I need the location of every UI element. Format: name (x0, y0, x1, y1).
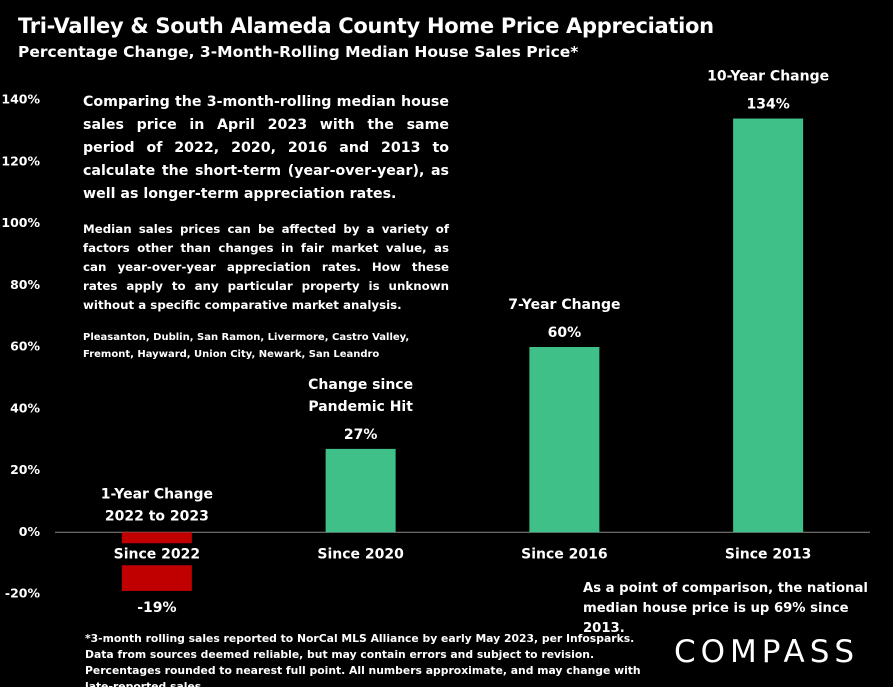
cities-text: Pleasanton, Dublin, San Ramon, Livermore… (83, 332, 410, 360)
value-label: 134% (746, 97, 789, 113)
comparison-note: As a point of comparison, the national m… (583, 581, 868, 636)
chart-title: Tri-Valley & South Alameda County Home P… (18, 14, 714, 38)
y-tick-label: 40% (10, 400, 40, 415)
y-tick-label: 0% (19, 524, 41, 539)
bar-heading: Pandemic Hit (308, 399, 413, 415)
bar-heading: 2022 to 2023 (105, 508, 209, 524)
y-tick-label: 100% (1, 215, 40, 230)
value-label: 27% (344, 427, 378, 443)
bar-heading: 7-Year Change (508, 297, 620, 313)
footnote: *3-month rolling sales reported to NorCa… (85, 632, 641, 687)
bar-heading: 1-Year Change (101, 486, 213, 502)
y-tick-label: 80% (10, 277, 40, 292)
caveat-text: Median sales prices can be affected by a… (83, 222, 449, 312)
bar (733, 118, 804, 533)
y-tick-label: 120% (1, 153, 40, 168)
y-tick-label: 140% (1, 92, 40, 107)
bar (325, 448, 396, 533)
x-tick-label: Since 2020 (317, 546, 404, 562)
value-label: 60% (548, 325, 582, 341)
value-label: -19% (137, 600, 176, 616)
y-tick-label: -20% (5, 586, 41, 601)
bar (529, 347, 600, 533)
bar-heading: 10-Year Change (707, 69, 829, 85)
x-tick-label: Since 2016 (521, 546, 607, 562)
chart-subtitle: Percentage Change, 3-Month-Rolling Media… (18, 43, 579, 61)
label-background (107, 543, 207, 566)
logo: COMPASS (674, 634, 860, 670)
x-tick-label: Since 2022 (114, 546, 200, 562)
y-tick-label: 60% (10, 339, 40, 354)
y-tick-label: 20% (10, 462, 40, 477)
intro-text: Comparing the 3-month-rolling median hou… (83, 94, 449, 202)
x-tick-label: Since 2013 (725, 546, 811, 562)
bar-heading: Change since (308, 377, 413, 393)
